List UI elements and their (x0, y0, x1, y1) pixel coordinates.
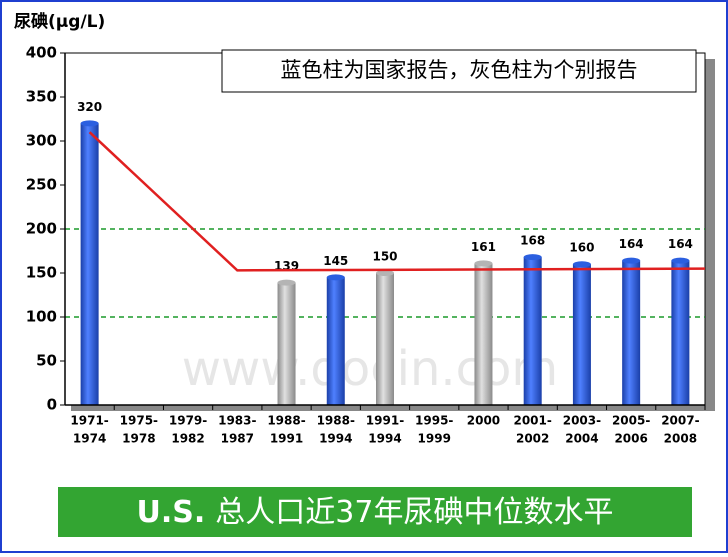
x-tick-label: 2008 (664, 432, 697, 446)
x-tick-label: 2003- (563, 414, 601, 428)
y-tick-label: 0 (47, 396, 57, 414)
title-prefix: U.S. (137, 495, 206, 530)
value-label: 145 (323, 254, 348, 268)
x-tick-label: 1975- (120, 414, 158, 428)
x-tick-label: 1983- (218, 414, 256, 428)
x-tick-label: 2002 (516, 432, 549, 446)
trend-line (88, 131, 706, 272)
x-tick-label: 1987 (221, 432, 254, 446)
bar-cap (523, 254, 542, 261)
bar-cap (671, 257, 690, 264)
x-tick-label: 2007- (661, 414, 699, 428)
bar-cap (572, 261, 591, 268)
y-tick-label: 350 (26, 88, 57, 106)
x-tick-label: 2004 (565, 432, 598, 446)
bar (80, 123, 99, 406)
x-tick-label: 1988- (267, 414, 305, 428)
value-label: 161 (471, 240, 496, 254)
x-tick-label: 1978 (122, 432, 155, 446)
y-axis-label: 尿碘(μg/L) (14, 11, 105, 32)
bar (326, 277, 345, 405)
value-label: 164 (619, 237, 644, 251)
bar (277, 282, 296, 405)
x-tick-label: 2005- (612, 414, 650, 428)
y-tick-label: 200 (26, 220, 57, 238)
x-tick-label: 1994 (368, 432, 401, 446)
title-main: 总人口近37年尿碘中位数水平 (215, 495, 613, 530)
value-label: 150 (372, 250, 397, 264)
annotation: 蓝色柱为国家报告，灰色柱为个别报告 (281, 58, 638, 82)
y-tick-label: 150 (26, 264, 57, 282)
bar-cap (326, 274, 345, 281)
watermark: www.docin.com (182, 341, 558, 397)
bar (622, 260, 641, 405)
bar-cap (277, 279, 296, 286)
y-tick-label: 50 (36, 352, 57, 370)
annotation-box (221, 49, 697, 93)
bar (376, 273, 394, 405)
x-tick-label: 2001- (513, 414, 551, 428)
bar (572, 264, 591, 405)
x-tick-label: 1988- (317, 414, 355, 428)
x-tick-label: 2006 (614, 432, 647, 446)
chart-title: U.S. 总人口近37年尿碘中位数水平 (137, 495, 614, 530)
value-label: 168 (520, 234, 545, 248)
x-tick-label: 1991 (270, 432, 303, 446)
x-tick-label: 1971- (70, 414, 108, 428)
x-tick-label: 1982 (171, 432, 204, 446)
bar-cap (622, 257, 641, 264)
y-tick-label: 250 (26, 176, 57, 194)
x-tick-label: 1974 (73, 432, 106, 446)
x-tick-label: 2000 (467, 414, 500, 428)
title-banner (58, 487, 692, 537)
value-label: 320 (77, 100, 102, 114)
value-label: 160 (569, 241, 594, 255)
x-tick-label: 1979- (169, 414, 207, 428)
x-tick-label: 1999 (418, 432, 451, 446)
bar (474, 263, 493, 405)
bar-cap (474, 260, 493, 267)
value-label: 164 (668, 237, 693, 251)
x-tick-label: 1991- (366, 414, 404, 428)
bar-cap (376, 270, 394, 276)
bar (523, 257, 542, 405)
bar-cap (80, 120, 99, 127)
x-tick-label: 1994 (319, 432, 352, 446)
y-tick-label: 300 (26, 132, 57, 150)
y-tick-label: 400 (26, 44, 57, 62)
y-tick-label: 100 (26, 308, 57, 326)
bar (671, 260, 690, 405)
x-tick-label: 1995- (415, 414, 453, 428)
